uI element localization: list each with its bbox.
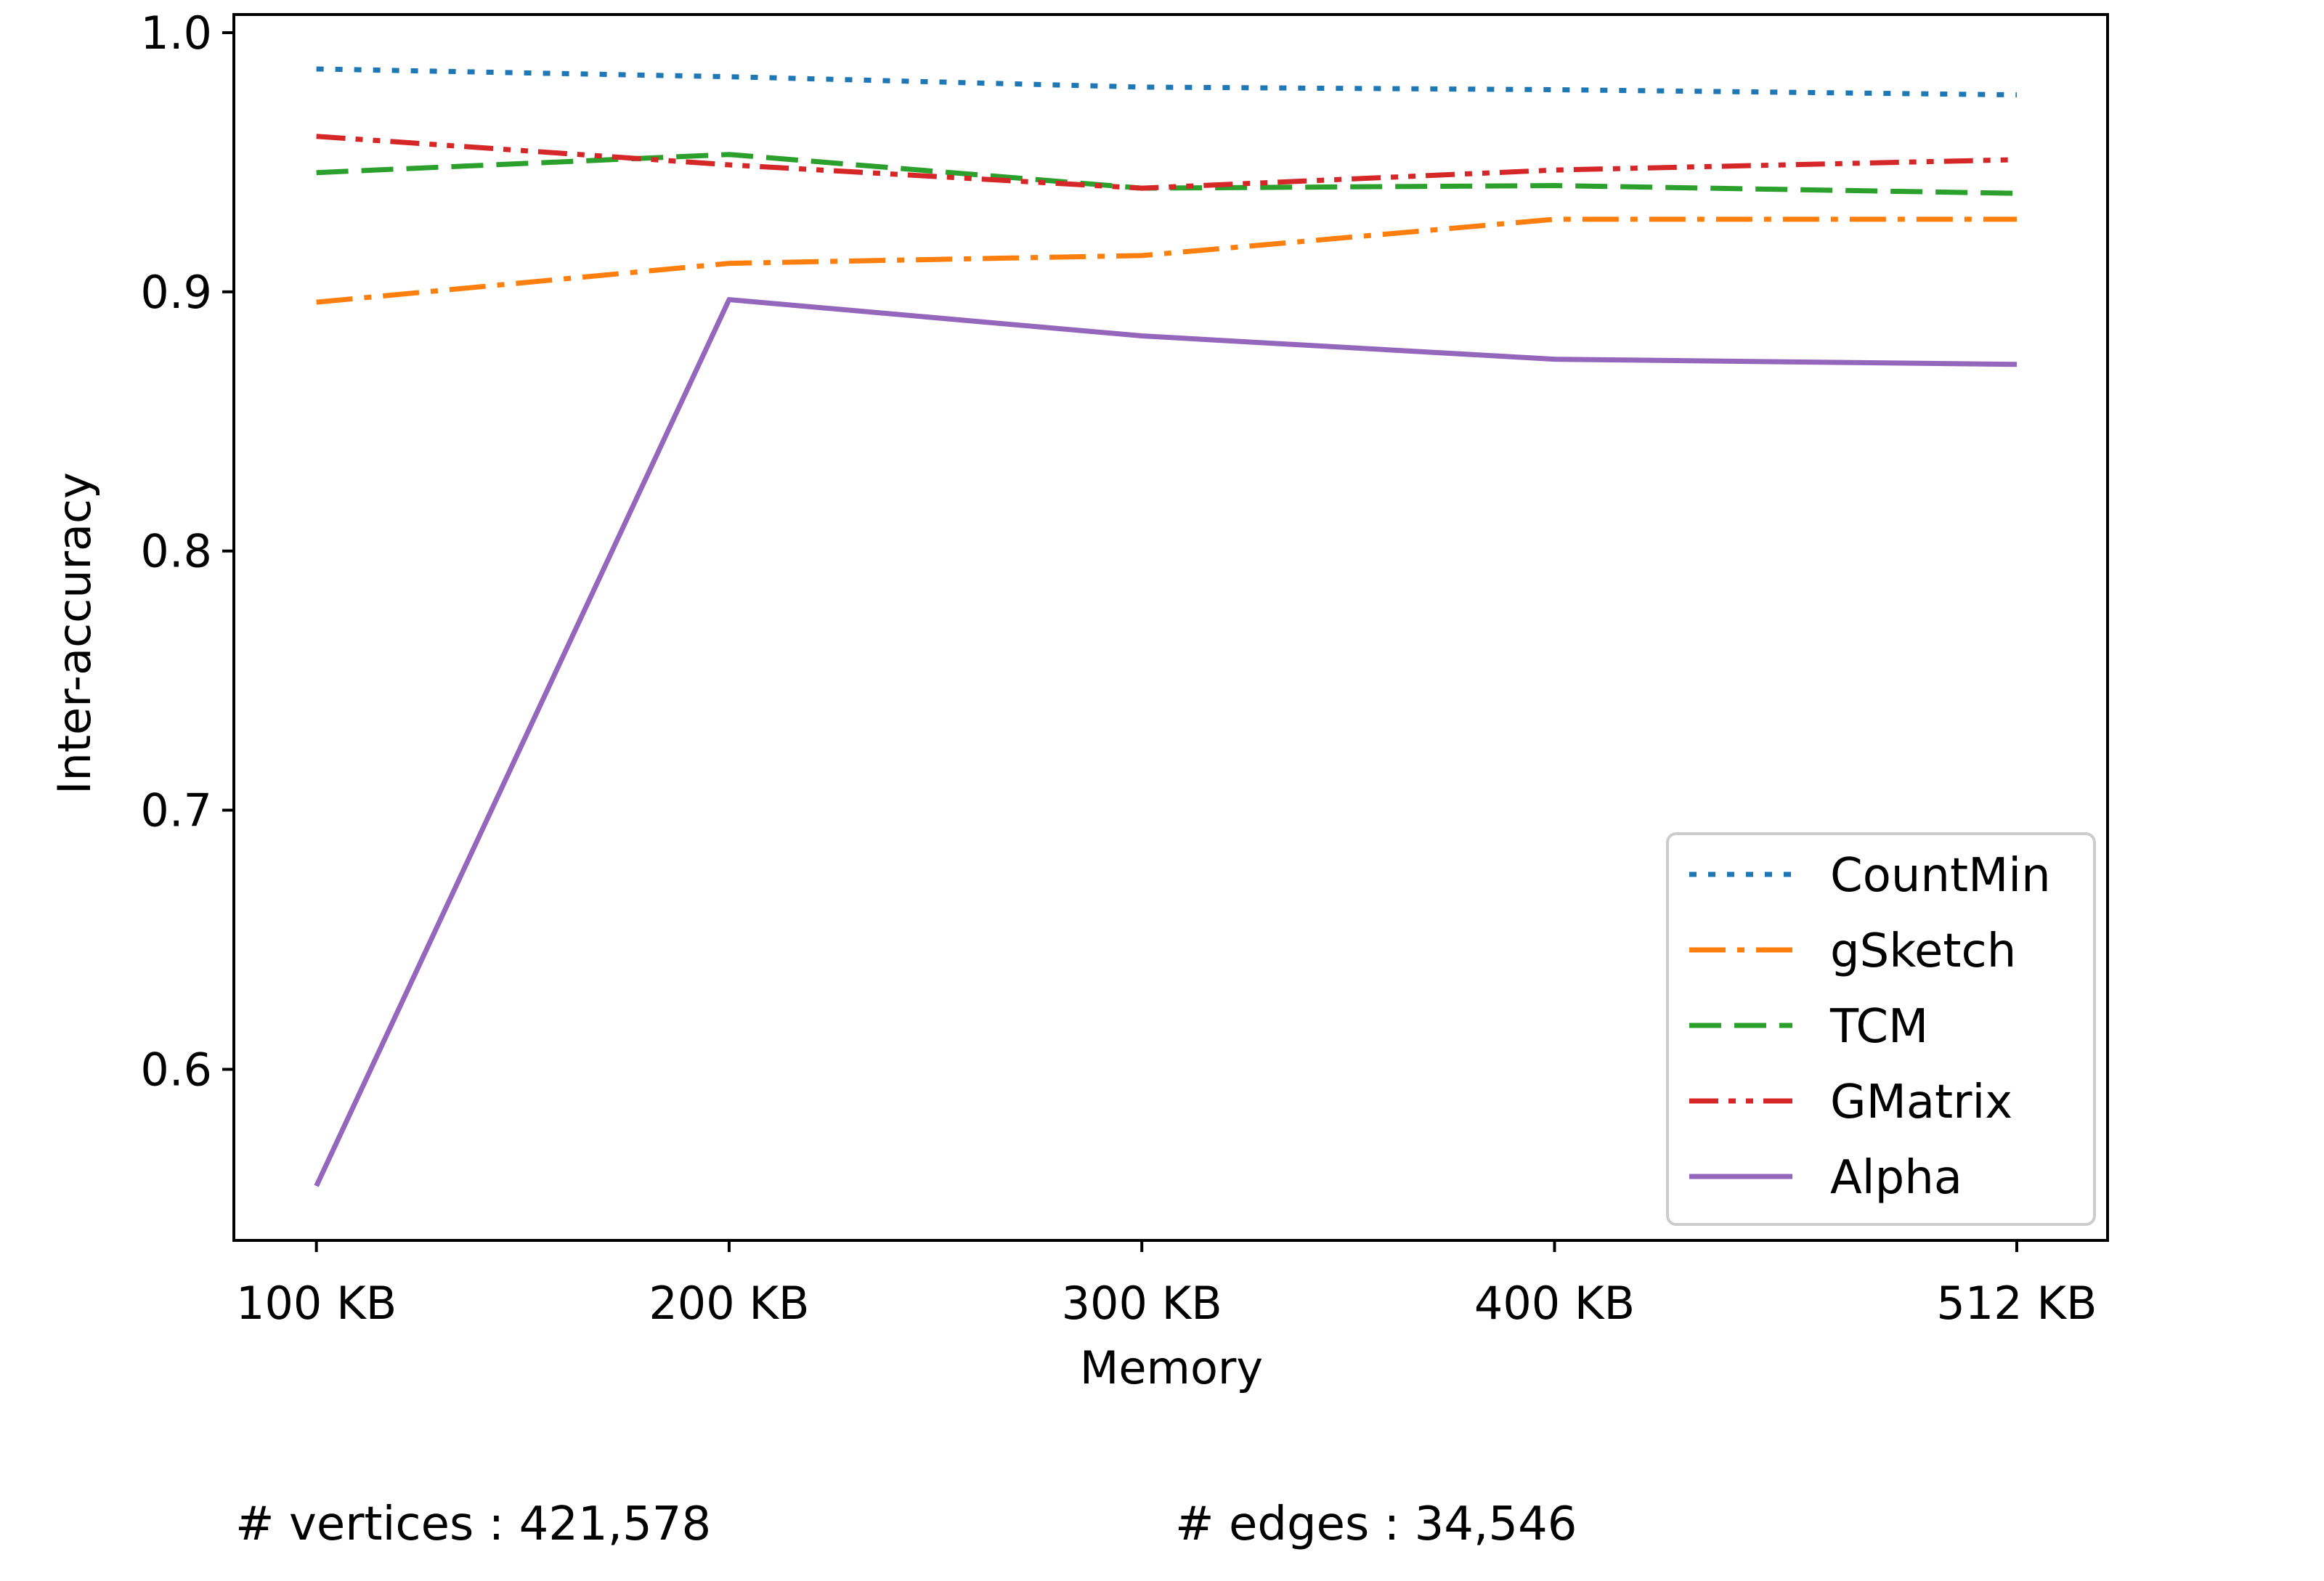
plot-frame <box>232 13 2109 1242</box>
x-tick-label: 400 KB <box>1474 1277 1635 1330</box>
edges-count: # edges : 34,546 <box>1175 1497 1577 1551</box>
legend-box <box>1666 832 2096 1226</box>
y-tick-label: 0.9 <box>140 266 212 319</box>
x-tick-label: 300 KB <box>1062 1277 1222 1330</box>
legend-label-gmatrix: GMatrix <box>1830 1076 2012 1129</box>
legend-label-countmin: CountMin <box>1830 849 2051 903</box>
series-line-alpha <box>314 297 2018 1187</box>
y-tick-label: 1.0 <box>140 7 212 60</box>
plot-border <box>232 13 2109 1242</box>
series-line-gsketch <box>316 216 2017 305</box>
vertices-count: # vertices : 421,578 <box>235 1497 711 1551</box>
y-axis: 0.6 0.7 0.8 0.9 1.0 <box>140 7 234 1096</box>
y-axis-label: Inter-accuracy <box>48 472 101 794</box>
x-axis-label: Memory <box>1080 1341 1263 1394</box>
legend-label-gsketch: gSketch <box>1830 924 2016 978</box>
series-line-gmatrix <box>316 134 2018 191</box>
legend: CountMin gSketch TCM GMatrix Alpha <box>1666 832 2096 1226</box>
x-tick-label: 200 KB <box>649 1277 809 1330</box>
y-tick-label: 0.8 <box>140 525 212 578</box>
x-axis: 100 KB 200 KB 300 KB 400 KB 512 KB <box>236 1240 2097 1330</box>
y-tick-label: 0.6 <box>140 1043 212 1096</box>
series-line-countmin <box>316 66 2018 98</box>
x-tick-label: 512 KB <box>1936 1277 2097 1330</box>
legend-label-tcm: TCM <box>1829 1000 1928 1054</box>
legend-label-alpha: Alpha <box>1830 1151 1962 1205</box>
x-tick-label: 100 KB <box>236 1277 397 1330</box>
series-lines <box>314 66 2018 1187</box>
y-tick-label: 0.7 <box>140 784 212 837</box>
series-line-tcm <box>316 152 2018 196</box>
